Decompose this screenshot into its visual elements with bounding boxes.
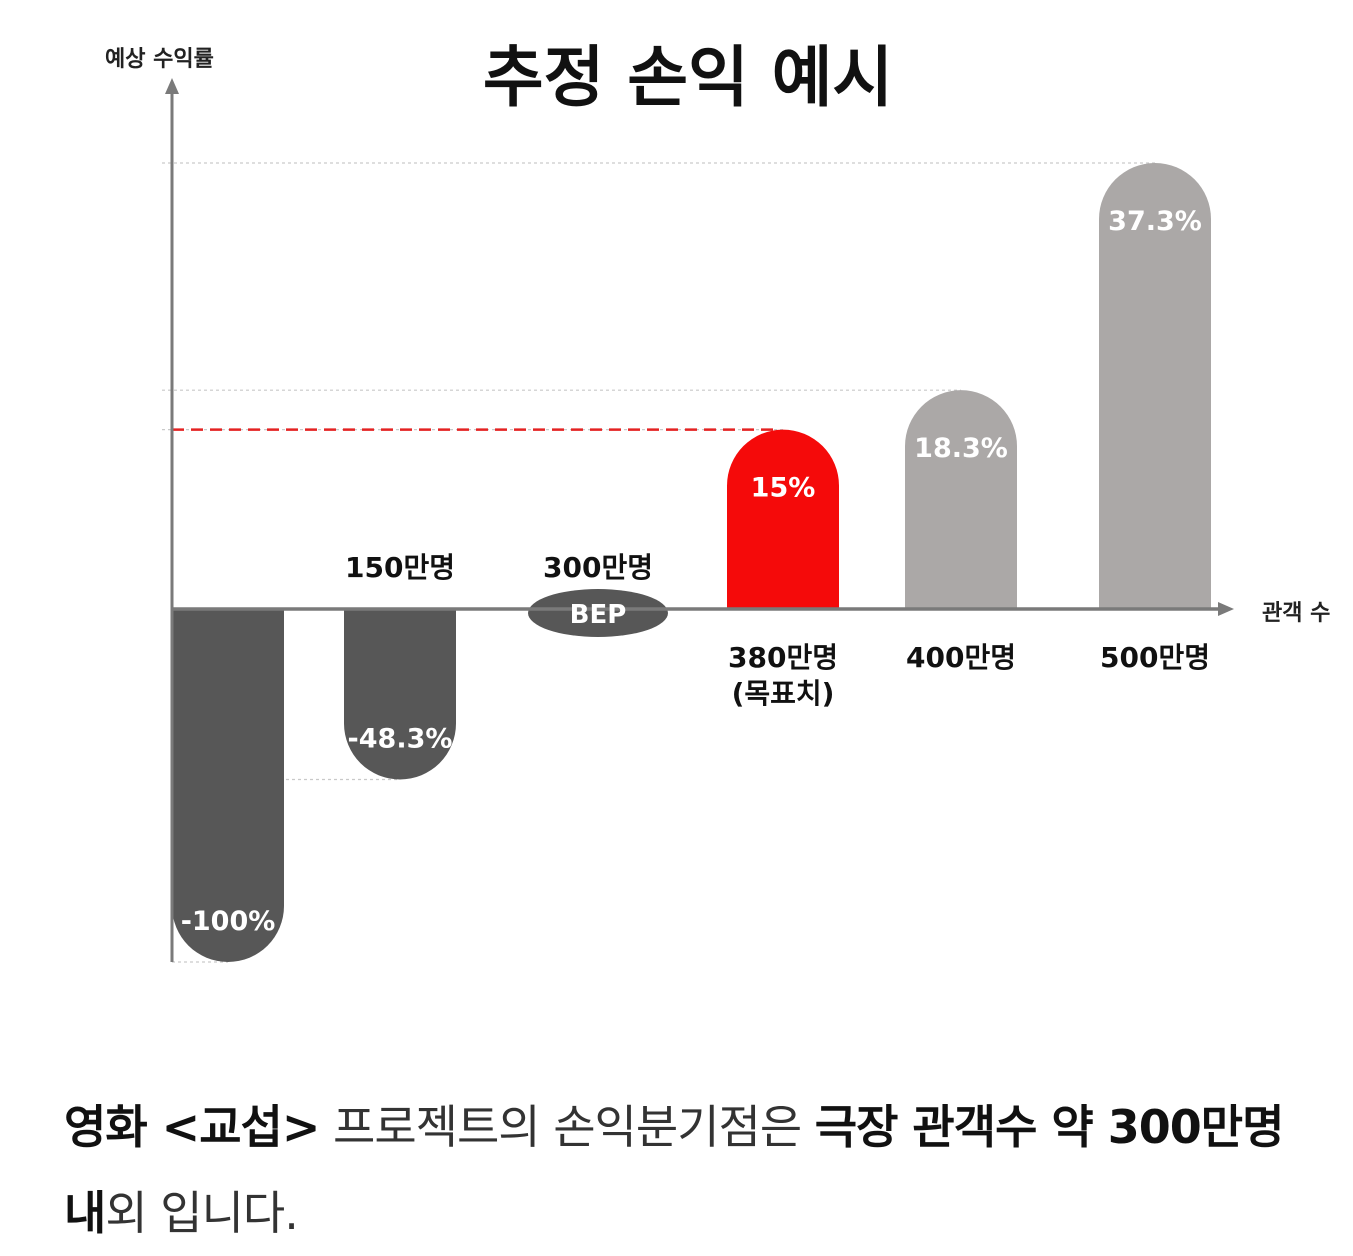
x-axis-label: 관객 수 (1262, 601, 1330, 626)
value-label: -100% (181, 906, 276, 937)
value-label: -48.3% (348, 723, 453, 754)
value-label: 37.3% (1108, 206, 1202, 237)
value-label: 18.3% (914, 433, 1008, 464)
caption: 영화 <교섭> 프로젝트의 손익분기점은 극장 관객수 약 300만명 내외 입… (64, 1084, 1324, 1256)
caption-end: 외 입니다. (105, 1186, 299, 1240)
y-axis-label: 예상 수익률 (105, 47, 214, 72)
caption-highlight: 극장 관객수 약 300만명 내 (64, 1100, 1284, 1240)
category-label: 400만명 (906, 641, 1016, 674)
category-label: 500만명 (1100, 641, 1210, 674)
profit-loss-chart: 추정 손익 예시 예상 수익률 관객 수 -100% -48.3% BEP 15% 18… (105, 39, 1330, 963)
bar (172, 609, 284, 962)
category-label: 150만명 (345, 551, 455, 584)
bep-marker (528, 589, 668, 637)
bar (344, 609, 457, 780)
value-labels: -100% -48.3% BEP 15% 18.3% 37.3% (181, 206, 1202, 937)
x-axis-arrow (1218, 602, 1234, 616)
caption-movie: 영화 <교섭> (64, 1100, 320, 1154)
category-label: 380만명 (728, 641, 838, 674)
category-label: (목표치) (732, 677, 835, 710)
y-axis-arrow (165, 78, 179, 94)
chart-title: 추정 손익 예시 (483, 39, 893, 116)
axes (165, 78, 1234, 962)
bars (172, 163, 1211, 962)
category-label: 300만명 (543, 551, 653, 584)
bar (727, 429, 839, 609)
bar (905, 390, 1017, 609)
caption-text: 프로젝트의 손익분기점은 (319, 1100, 815, 1154)
value-label: 15% (751, 473, 816, 504)
bep-label: BEP (570, 600, 627, 630)
bar (1099, 163, 1211, 609)
category-labels: 150만명 300만명 380만명(목표치) 400만명 500만명 (345, 551, 1210, 710)
